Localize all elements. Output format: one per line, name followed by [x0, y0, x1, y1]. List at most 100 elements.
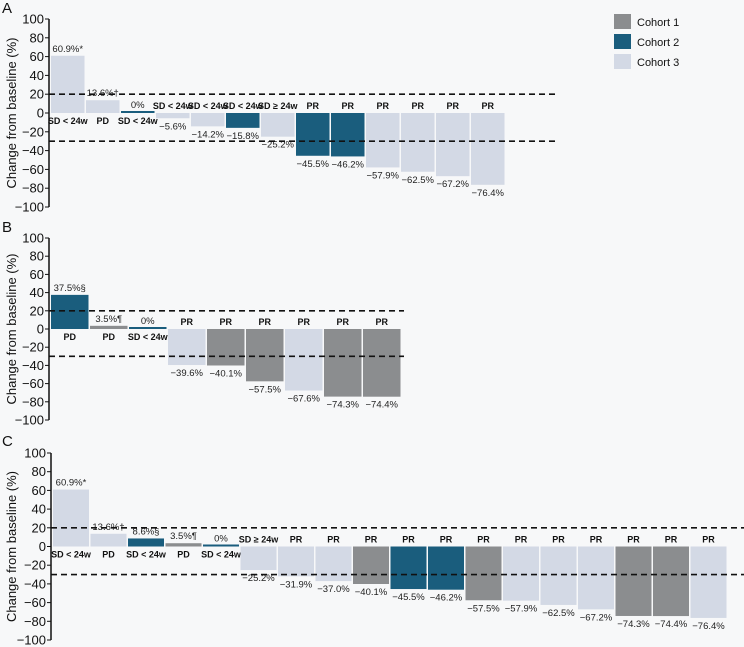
value-label: −57.9%	[367, 170, 400, 181]
y-tick-label: 100	[22, 231, 44, 246]
y-tick-label: 40	[30, 68, 44, 83]
bar	[578, 546, 614, 610]
value-label: 13.6%†	[92, 522, 124, 533]
bar	[363, 329, 401, 397]
value-label: −74.4%	[366, 400, 399, 411]
bar	[128, 538, 164, 547]
response-label: PR	[336, 317, 349, 327]
bar	[278, 546, 314, 577]
bar	[90, 325, 128, 329]
response-label: PR	[306, 101, 319, 111]
y-tick-label: 20	[30, 87, 44, 102]
response-label: PD	[63, 332, 76, 342]
y-tick-label: −100	[15, 200, 44, 215]
y-tick-label: 0	[39, 539, 46, 554]
value-label: −25.2%	[262, 140, 295, 151]
value-label: −39.6%	[171, 368, 204, 379]
value-label: −57.5%	[467, 603, 500, 614]
bar	[240, 546, 277, 571]
value-label: −62.5%	[542, 608, 575, 619]
bar	[165, 543, 202, 547]
y-tick-label: 40	[32, 502, 46, 517]
response-label: SD < 24w	[223, 101, 264, 111]
panel-label: B	[2, 219, 12, 236]
value-label: −5.6%	[159, 121, 187, 132]
value-label: −14.2%	[192, 129, 225, 140]
response-label: PR	[258, 317, 271, 327]
value-label: 60.9%*	[52, 44, 83, 55]
response-label: PR	[446, 101, 459, 111]
y-tick-label: 80	[30, 249, 44, 264]
panel-label: C	[2, 433, 13, 450]
bar	[324, 329, 362, 397]
value-label: 3.5%¶	[170, 531, 197, 542]
response-label: SD < 24w	[51, 550, 92, 560]
y-tick-label: −100	[17, 633, 46, 647]
value-label: −31.9%	[280, 579, 313, 590]
panel-b: B Change from baseline (%) 37.5%§ PD 3.5%¶ PD…	[2, 219, 404, 428]
response-label: SD < 24w	[128, 332, 169, 342]
value-label: −46.2%	[332, 159, 365, 170]
value-label: −46.2%	[430, 593, 463, 604]
bar	[246, 329, 284, 382]
response-label: PR	[411, 101, 424, 111]
response-label: PR	[402, 535, 415, 545]
y-tick-label: −20	[24, 558, 46, 573]
y-tick-label: −60	[24, 595, 46, 610]
legend-label: Cohort 1	[637, 17, 679, 29]
panel-c: C Change from baseline (%) 60.9%* SD < 24w 1…	[2, 433, 744, 647]
value-label: −67.2%	[437, 179, 470, 190]
response-label: PD	[102, 332, 115, 342]
response-label: PR	[327, 535, 340, 545]
bar	[53, 489, 89, 547]
bar	[51, 294, 89, 329]
y-tick-label: −40	[24, 576, 46, 591]
bar	[615, 546, 652, 616]
y-tick-label: 60	[32, 483, 46, 498]
value-label: −62.5%	[402, 175, 435, 186]
response-label: PR	[365, 535, 378, 545]
y-tick-label: 20	[32, 520, 46, 535]
y-tick-label: 80	[32, 464, 46, 479]
bar	[315, 546, 352, 582]
response-label: PR	[665, 535, 678, 545]
bar	[86, 100, 120, 113]
value-label: −74.3%	[327, 400, 360, 411]
bar	[331, 113, 365, 157]
bar	[436, 113, 470, 177]
y-tick-label: −20	[22, 124, 44, 139]
y-tick-label: −40	[22, 358, 44, 373]
response-label: PR	[515, 535, 528, 545]
value-label: −40.1%	[355, 587, 388, 598]
value-label: −76.4%	[692, 621, 725, 632]
y-axis-label: Change from baseline (%)	[4, 37, 19, 188]
bar	[129, 327, 167, 329]
y-tick-label: 0	[37, 322, 44, 337]
bar	[207, 329, 245, 366]
bar	[428, 546, 464, 590]
y-tick-label: 40	[30, 285, 44, 300]
response-label: PD	[102, 550, 115, 560]
legend-label: Cohort 2	[637, 37, 679, 49]
bar	[540, 546, 577, 605]
y-tick-label: 100	[24, 446, 46, 461]
response-label: PR	[341, 101, 354, 111]
bar	[465, 546, 502, 601]
bar	[285, 329, 323, 391]
bar	[226, 113, 260, 128]
value-label: 0%	[131, 100, 145, 111]
bar	[401, 113, 435, 172]
value-label: −74.4%	[655, 619, 688, 630]
value-label: −74.3%	[617, 619, 650, 630]
response-label: PR	[627, 535, 640, 545]
value-label: −45.5%	[392, 592, 425, 603]
legend-swatch	[614, 34, 631, 49]
response-label: SD < 24w	[118, 116, 159, 126]
y-tick-label: −60	[22, 376, 44, 391]
y-tick-label: −40	[22, 143, 44, 158]
response-label: SD ≥ 24w	[239, 535, 279, 545]
response-label: PR	[440, 535, 453, 545]
bar	[156, 113, 190, 119]
bar	[168, 329, 206, 366]
response-label: PR	[376, 101, 389, 111]
